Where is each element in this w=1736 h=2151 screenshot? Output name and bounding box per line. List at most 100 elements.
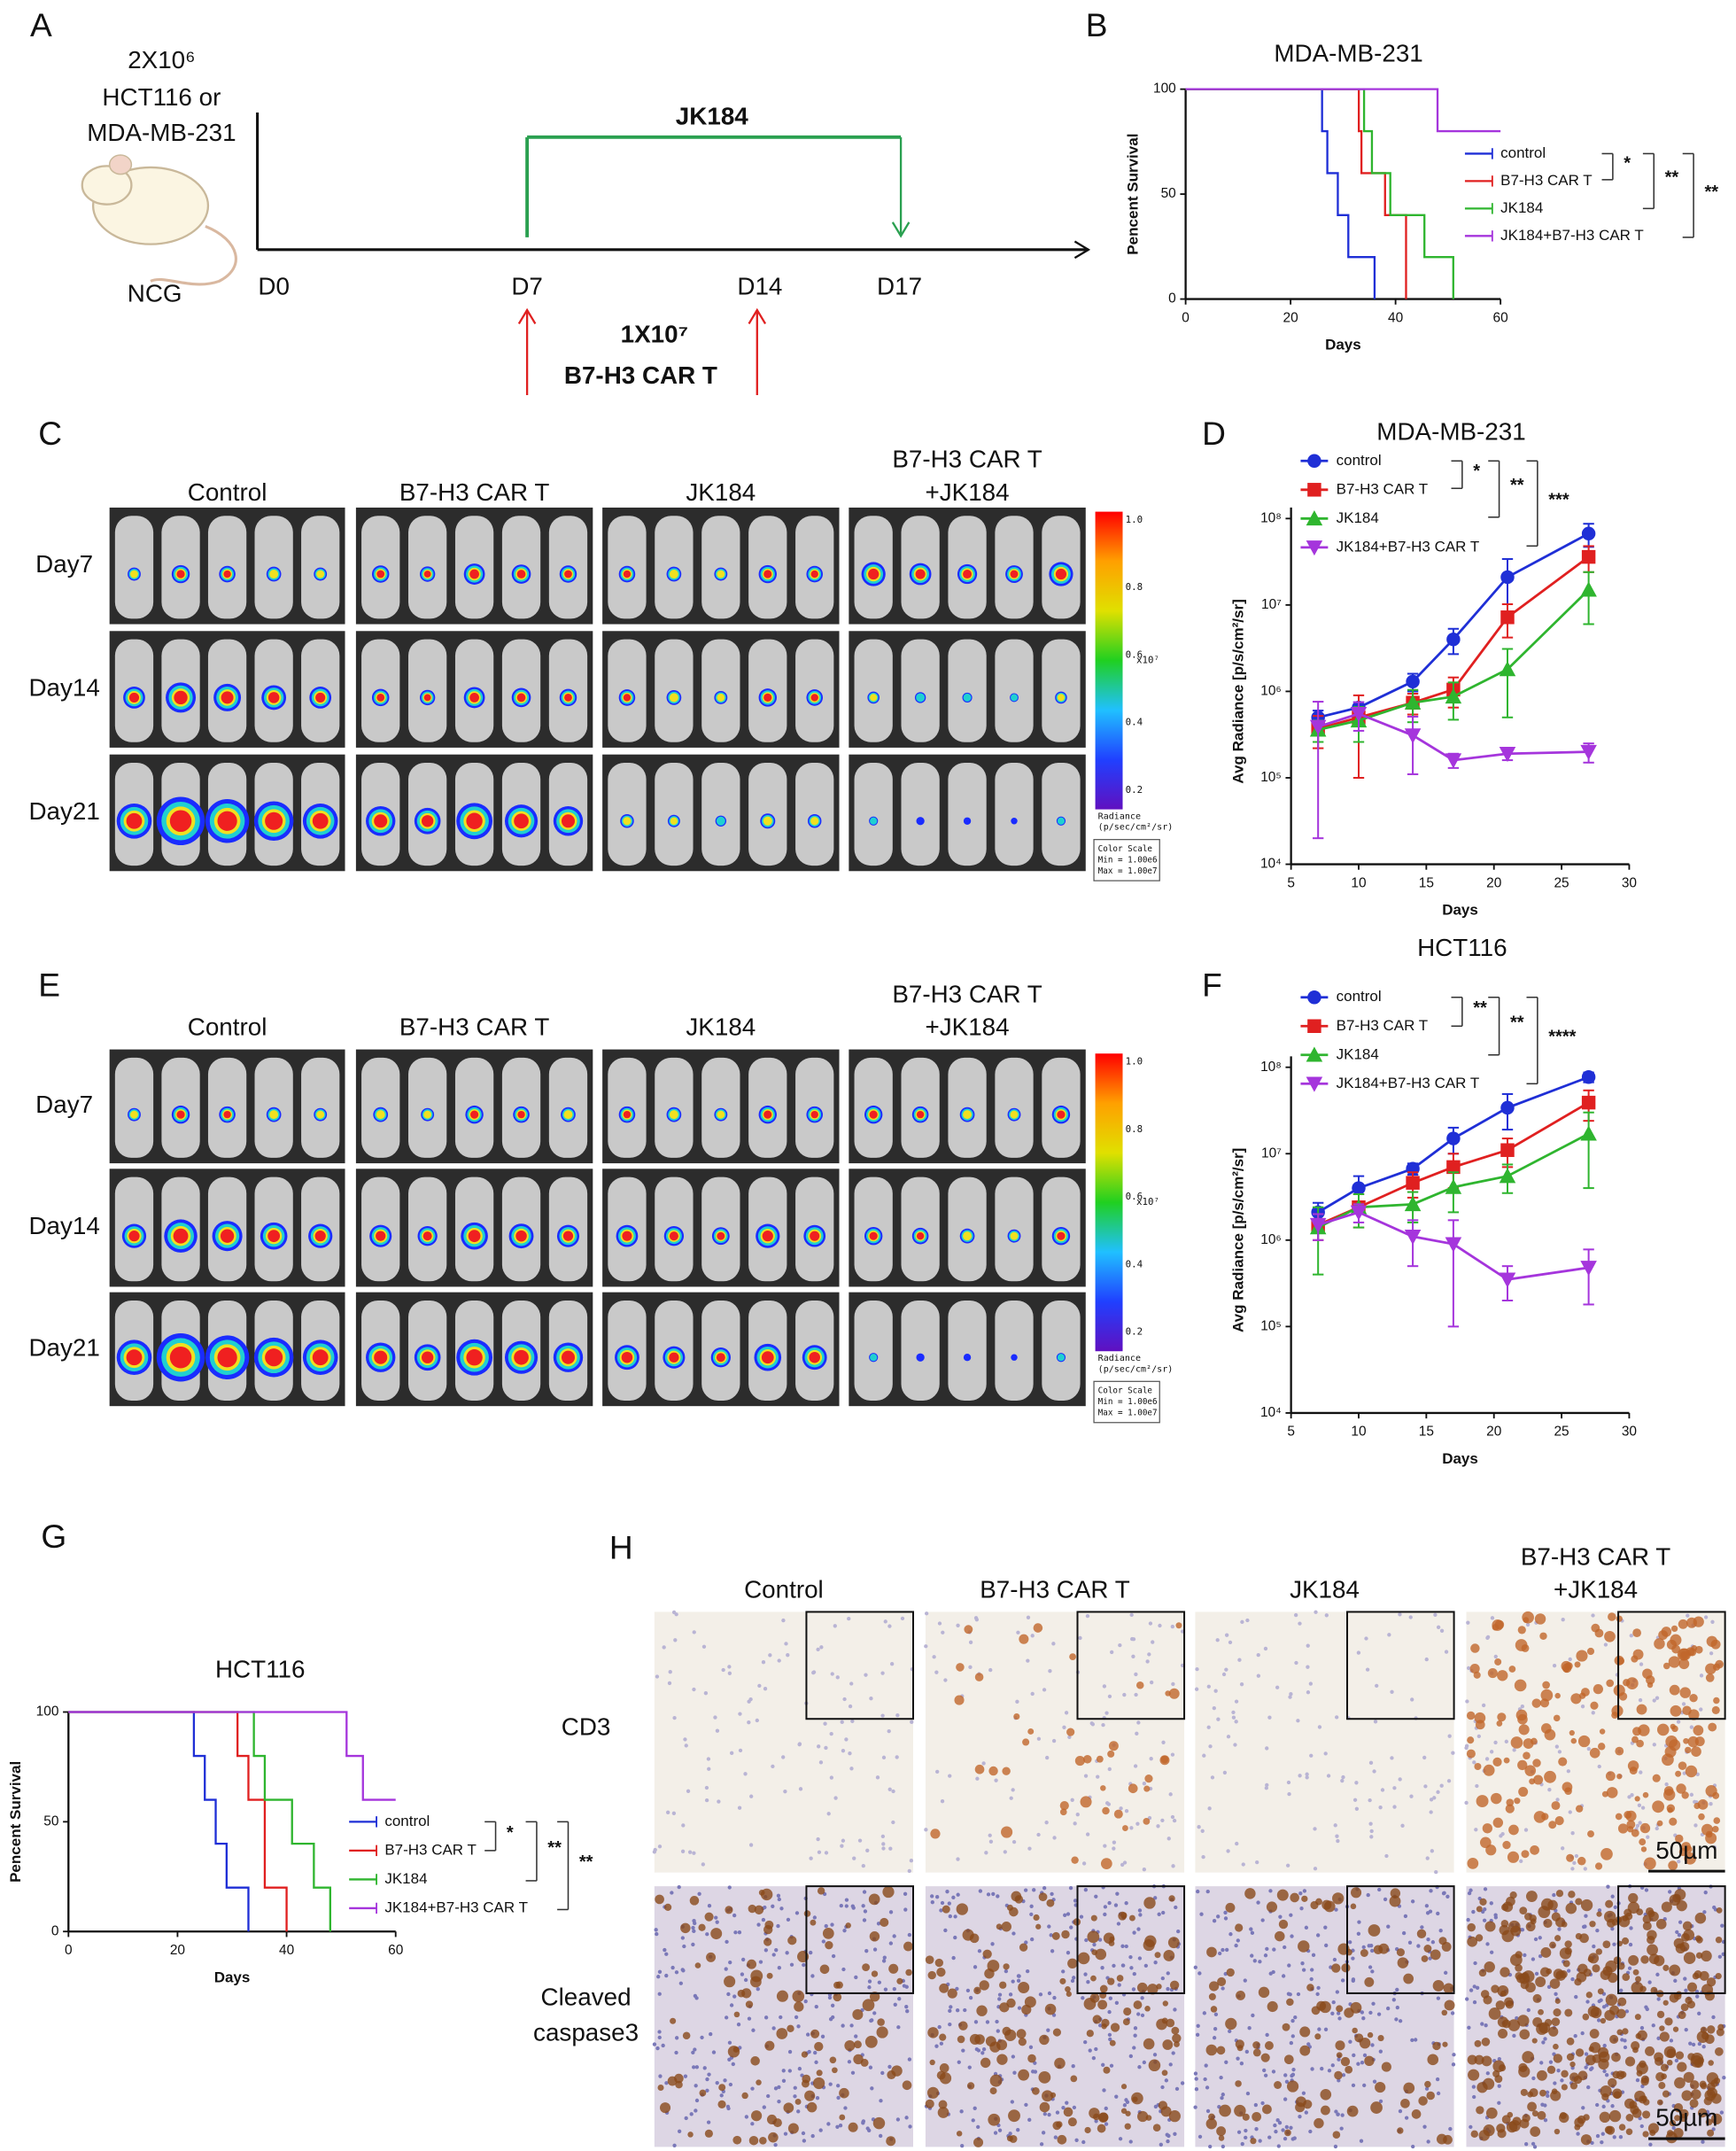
signal [563,1231,573,1241]
stain [1678,1761,1687,1770]
stain [1423,1945,1431,1953]
nucleus [1362,2084,1366,2087]
nucleus [1245,1619,1249,1622]
nucleus [1570,1831,1574,1835]
nucleus [1567,1969,1570,1972]
stain [1149,2059,1161,2071]
nucleus [1306,1690,1310,1694]
nucleus [1241,2142,1244,2146]
nucleus [908,2124,911,2128]
nucleus [1293,2136,1297,2139]
nucleus [948,1901,951,1905]
stain [1027,1728,1034,1735]
stain [1566,1854,1574,1862]
nucleus [794,2015,798,2019]
nucleus [1308,2130,1312,2133]
nucleus [1340,1779,1344,1782]
nucleus [1050,1892,1053,1896]
colorbar [1096,1053,1123,1351]
nucleus [771,2026,775,2030]
stain [1403,1974,1414,1984]
nucleus [1272,2069,1275,2073]
nucleus [827,1812,831,1815]
nucleus [1161,1741,1165,1744]
nucleus [1596,2134,1600,2138]
nucleus [1469,1988,1473,1992]
nucleus [1465,1699,1469,1703]
signal [315,1231,326,1241]
mouse [701,1058,740,1158]
nucleus [932,1655,935,1658]
nucleus [1482,1704,1485,1707]
signal [963,1231,972,1240]
mouse [1042,763,1080,866]
x-axis-title: Days [1325,337,1361,353]
nucleus [1208,2145,1212,2148]
stain [1002,1922,1011,1931]
nucleus [1429,1889,1432,1892]
nucleus [1086,1832,1089,1836]
signal [916,817,924,825]
nucleus [786,1653,789,1657]
nucleus [1512,2034,1515,2038]
stain [1109,1741,1119,1751]
mouse [901,640,939,742]
nucleus [1227,1735,1230,1738]
stain [1590,2029,1600,2038]
nucleus [1134,1693,1137,1697]
stain [698,1924,705,1931]
nucleus [984,1851,988,1854]
colorbar-label: 0.2 [1126,784,1143,796]
nucleus [1313,1827,1316,1830]
nucleus [1362,1945,1366,1949]
nucleus [841,1720,844,1724]
nucleus [1265,1746,1268,1750]
nucleus [949,1914,952,1918]
marker [1500,1273,1516,1288]
stain [1645,2046,1655,2056]
nucleus [806,2032,810,2036]
stain [1681,2090,1692,2101]
column-header: Control [188,478,267,506]
nucleus [768,1653,771,1657]
stain [1622,1973,1630,1981]
legend-marker [1307,454,1321,468]
nucleus [1630,1634,1633,1637]
nucleus [1011,1931,1015,1935]
nucleus [1133,2034,1136,2038]
stain [1352,2028,1358,2034]
nucleus [655,1932,658,1936]
stain [1600,2085,1612,2097]
nucleus [1156,1824,1159,1828]
stain [1087,1930,1099,1943]
nucleus [1569,1658,1572,1661]
stain [804,1910,811,1917]
nucleus [1314,1867,1317,1870]
stain [1244,1888,1255,1899]
stain [1101,2019,1109,2027]
stain [1530,2126,1540,2137]
nucleus [657,2030,661,2033]
nucleus [1451,1751,1454,1755]
stain [1566,1903,1577,1914]
stain [1521,2089,1528,2096]
nucleus [816,2096,819,2100]
nucleus [738,1930,741,1934]
nucleus [953,1914,957,1918]
nucleus [1031,1634,1035,1637]
stain [1600,1728,1605,1734]
nucleus [934,1670,938,1673]
stain [1019,2038,1027,2046]
stain [1061,1930,1069,1938]
stain [1069,1653,1076,1660]
scale-text: Color Scale [1098,1386,1153,1396]
nucleus [1549,2060,1553,2063]
mouse [701,763,740,866]
nucleus [1216,1638,1220,1642]
nucleus [1042,2131,1045,2134]
stain [1102,1807,1109,1814]
stain [1208,2114,1215,2121]
nucleus [672,1812,676,1815]
nucleus [1054,2135,1058,2139]
nucleus [1656,1997,1660,2000]
